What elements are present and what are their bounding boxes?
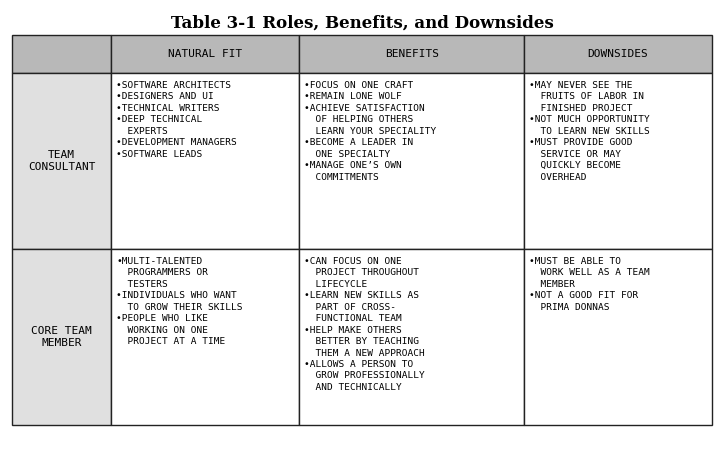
Bar (111, 73, 299, 249)
Text: •CAN FOCUS ON ONE
  PROJECT THROUGHOUT
  LIFECYCLE
•LEARN NEW SKILLS AS
  PART O: •CAN FOCUS ON ONE PROJECT THROUGHOUT LIF… (304, 257, 425, 392)
Text: Table 3-1 Roles, Benefits, and Downsides: Table 3-1 Roles, Benefits, and Downsides (171, 15, 553, 32)
Bar (524, 73, 712, 249)
Text: CORE TEAM
MEMBER: CORE TEAM MEMBER (31, 326, 92, 348)
Bar (111, 249, 299, 425)
Bar (524, 249, 712, 425)
Text: NATURAL FIT: NATURAL FIT (168, 49, 243, 59)
Text: BENEFITS: BENEFITS (384, 49, 439, 59)
Bar (111, 35, 299, 73)
Bar (299, 73, 524, 249)
Text: TEAM
CONSULTANT: TEAM CONSULTANT (28, 149, 96, 172)
Text: •FOCUS ON ONE CRAFT
•REMAIN LONE WOLF
•ACHIEVE SATISFACTION
  OF HELPING OTHERS
: •FOCUS ON ONE CRAFT •REMAIN LONE WOLF •A… (304, 81, 437, 182)
Bar (12, 249, 111, 425)
Text: •MUST BE ABLE TO
  WORK WELL AS A TEAM
  MEMBER
•NOT A GOOD FIT FOR
  PRIMA DONN: •MUST BE ABLE TO WORK WELL AS A TEAM MEM… (529, 257, 650, 312)
Bar (524, 35, 712, 73)
Bar (299, 249, 524, 425)
Bar (12, 35, 111, 73)
Bar (12, 73, 111, 249)
Text: •SOFTWARE ARCHITECTS
•DESIGNERS AND UI
•TECHNICAL WRITERS
•DEEP TECHNICAL
  EXPE: •SOFTWARE ARCHITECTS •DESIGNERS AND UI •… (117, 81, 237, 159)
Text: •MULTI-TALENTED
  PROGRAMMERS OR
  TESTERS
•INDIVIDUALS WHO WANT
  TO GROW THEIR: •MULTI-TALENTED PROGRAMMERS OR TESTERS •… (117, 257, 243, 346)
Text: •MAY NEVER SEE THE
  FRUITS OF LABOR IN
  FINISHED PROJECT
•NOT MUCH OPPORTUNITY: •MAY NEVER SEE THE FRUITS OF LABOR IN FI… (529, 81, 650, 182)
Text: DOWNSIDES: DOWNSIDES (588, 49, 649, 59)
Bar (299, 35, 524, 73)
